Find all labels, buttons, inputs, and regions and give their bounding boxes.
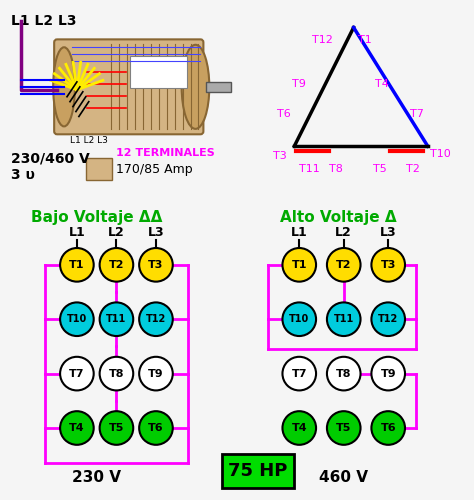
Text: Bajo Voltaje ΔΔ: Bajo Voltaje ΔΔ — [31, 210, 163, 226]
Text: T2: T2 — [109, 260, 124, 270]
Ellipse shape — [182, 45, 210, 129]
Text: T4: T4 — [69, 423, 85, 433]
Circle shape — [372, 357, 405, 390]
Circle shape — [327, 248, 361, 282]
Text: L2: L2 — [108, 226, 125, 238]
Text: T11: T11 — [334, 314, 354, 324]
Text: T3: T3 — [273, 151, 286, 161]
Text: T9: T9 — [292, 79, 306, 89]
Text: L1: L1 — [69, 226, 85, 238]
Text: 460 V: 460 V — [319, 470, 368, 485]
Circle shape — [283, 357, 316, 390]
FancyBboxPatch shape — [206, 82, 231, 92]
Text: 230 V: 230 V — [72, 470, 121, 485]
Circle shape — [60, 302, 94, 336]
FancyBboxPatch shape — [86, 158, 112, 180]
Text: L3: L3 — [147, 226, 164, 238]
Circle shape — [139, 357, 173, 390]
Text: T10: T10 — [289, 314, 310, 324]
Circle shape — [60, 357, 94, 390]
Text: T8: T8 — [109, 368, 124, 378]
Text: T12: T12 — [146, 314, 166, 324]
Circle shape — [100, 411, 133, 445]
Circle shape — [372, 302, 405, 336]
Text: T11: T11 — [106, 314, 127, 324]
Circle shape — [100, 248, 133, 282]
Text: 230/460 V: 230/460 V — [11, 152, 90, 166]
Text: Alto Voltaje Δ: Alto Voltaje Δ — [281, 210, 397, 226]
Ellipse shape — [53, 48, 75, 126]
Text: T5: T5 — [336, 423, 351, 433]
Text: T12: T12 — [378, 314, 398, 324]
Text: 12 TERMINALES: 12 TERMINALES — [117, 148, 215, 158]
Text: T5: T5 — [374, 164, 387, 174]
Text: T6: T6 — [276, 108, 290, 118]
Circle shape — [372, 248, 405, 282]
Text: T9: T9 — [148, 368, 164, 378]
Text: T8: T8 — [329, 164, 343, 174]
Circle shape — [139, 411, 173, 445]
Text: L2: L2 — [336, 226, 352, 238]
Text: T5: T5 — [109, 423, 124, 433]
Text: T10: T10 — [430, 149, 450, 159]
Text: T1: T1 — [69, 260, 85, 270]
Circle shape — [327, 302, 361, 336]
Text: T7: T7 — [69, 368, 85, 378]
Circle shape — [283, 411, 316, 445]
Circle shape — [327, 357, 361, 390]
Text: T3: T3 — [381, 260, 396, 270]
FancyBboxPatch shape — [222, 454, 294, 488]
Text: T6: T6 — [381, 423, 396, 433]
Circle shape — [283, 302, 316, 336]
Text: L1 L2 L3: L1 L2 L3 — [70, 136, 108, 145]
Circle shape — [100, 357, 133, 390]
Circle shape — [100, 302, 133, 336]
Text: T4: T4 — [375, 79, 389, 89]
Text: T1: T1 — [292, 260, 307, 270]
Text: T1: T1 — [357, 36, 371, 46]
Text: 170/85 Amp: 170/85 Amp — [117, 163, 193, 176]
Text: T2: T2 — [336, 260, 352, 270]
Text: T2: T2 — [406, 164, 420, 174]
Text: L1 L2 L3: L1 L2 L3 — [11, 14, 76, 28]
Text: T9: T9 — [381, 368, 396, 378]
FancyBboxPatch shape — [130, 56, 187, 88]
Text: T6: T6 — [148, 423, 164, 433]
Text: T4: T4 — [292, 423, 307, 433]
Circle shape — [372, 411, 405, 445]
Text: T12: T12 — [312, 36, 333, 46]
Text: L3: L3 — [380, 226, 397, 238]
Circle shape — [139, 302, 173, 336]
Circle shape — [327, 411, 361, 445]
Text: 75 HP: 75 HP — [228, 462, 288, 480]
Text: T7: T7 — [410, 108, 424, 118]
Text: T8: T8 — [336, 368, 352, 378]
Text: T3: T3 — [148, 260, 164, 270]
Text: 3 υ: 3 υ — [11, 168, 35, 182]
Circle shape — [139, 248, 173, 282]
Circle shape — [60, 411, 94, 445]
Text: T7: T7 — [292, 368, 307, 378]
Circle shape — [60, 248, 94, 282]
Circle shape — [283, 248, 316, 282]
Text: T10: T10 — [67, 314, 87, 324]
FancyBboxPatch shape — [54, 40, 203, 134]
Text: L1: L1 — [291, 226, 308, 238]
Text: T11: T11 — [299, 164, 320, 174]
